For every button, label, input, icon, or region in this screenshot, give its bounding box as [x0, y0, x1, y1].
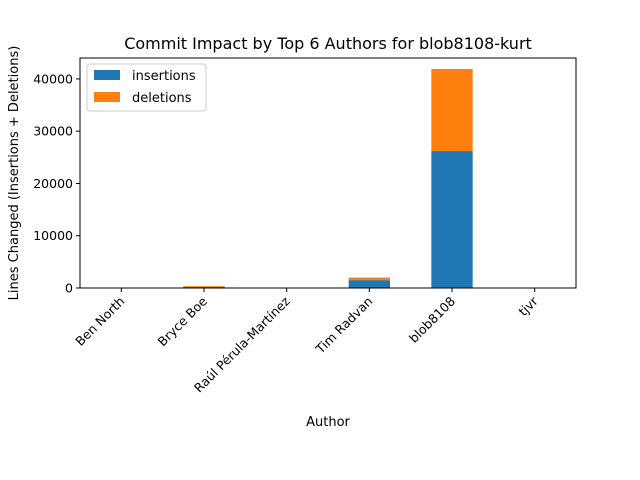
x-tick-label: Tim Radvan: [312, 294, 376, 358]
bar-deletions-3: [348, 277, 390, 281]
y-tick-label: 30000: [33, 124, 73, 139]
bar-insertions-1: [183, 286, 225, 288]
y-axis: 0 10000 20000 30000 40000: [33, 71, 80, 296]
bars-group: [100, 68, 556, 288]
bar-insertions-3: [348, 280, 390, 288]
legend-label-deletions: deletions: [132, 91, 192, 106]
legend-swatch-deletions: [94, 92, 120, 102]
x-tick-label: Ben North: [72, 294, 127, 349]
legend-swatch-insertions: [94, 70, 120, 80]
plot-frame: [79, 57, 577, 289]
bar-deletions-4: [431, 68, 473, 152]
y-tick-label: 0: [65, 281, 73, 296]
legend: insertions deletions: [86, 63, 207, 112]
x-tick-label: tjvr: [515, 293, 541, 319]
x-axis-label: Author: [306, 415, 350, 430]
legend-label-insertions: insertions: [132, 69, 196, 84]
x-tick-label: Raúl Pérula-Martínez: [191, 293, 293, 395]
x-tick-label: blob8108: [406, 293, 458, 345]
y-tick-label: 10000: [33, 228, 73, 243]
y-axis-label: Lines Changed (Insertions + Deletions): [7, 46, 22, 301]
y-tick-label: 40000: [33, 71, 73, 86]
bar-insertions-4: [431, 151, 473, 288]
bar-deletions-1: [183, 286, 225, 287]
y-tick-label: 20000: [33, 176, 73, 191]
chart-title: Commit Impact by Top 6 Authors for blob8…: [124, 34, 532, 53]
x-tick-label: Bryce Boe: [155, 293, 211, 349]
